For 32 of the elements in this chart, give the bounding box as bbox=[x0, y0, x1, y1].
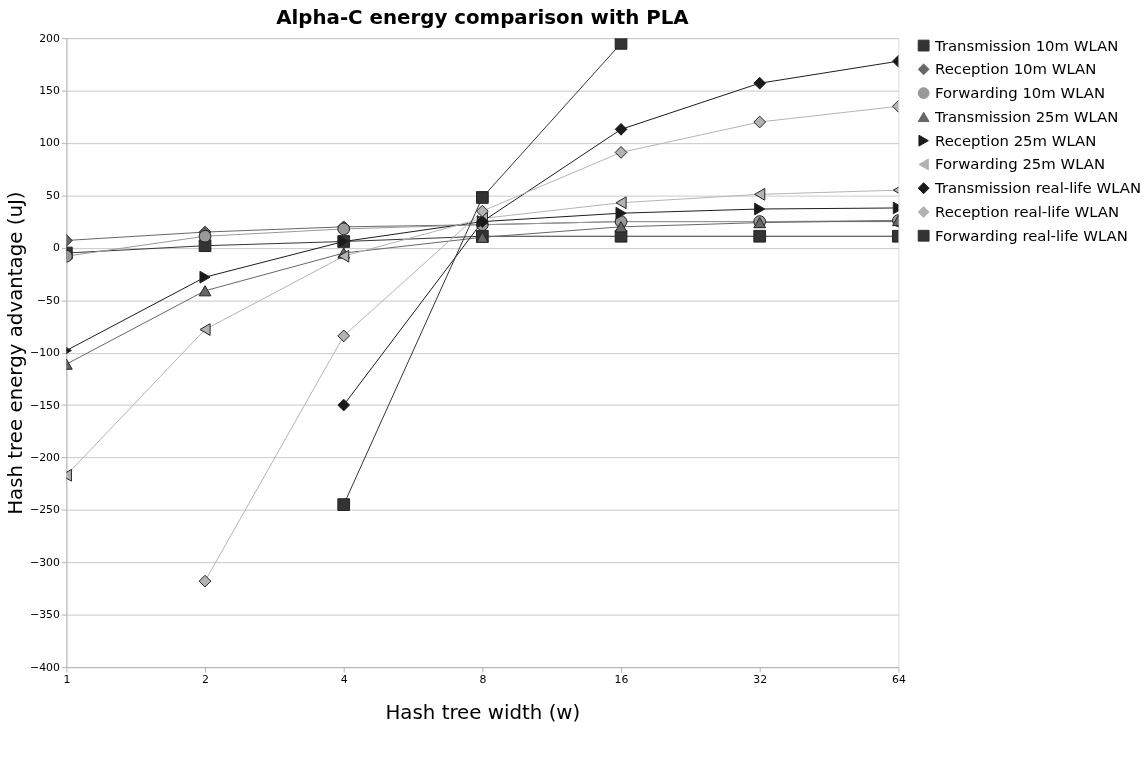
legend-label: Transmission 10m WLAN bbox=[934, 36, 1119, 55]
y-tick-label: 50 bbox=[46, 188, 60, 202]
legend-label: Reception real-life WLAN bbox=[935, 202, 1120, 221]
y-tick-label: 200 bbox=[39, 31, 60, 45]
y-tick-label: −200 bbox=[30, 450, 60, 464]
y-tick-label: 0 bbox=[53, 241, 60, 255]
legend-label: Forwarding real-life WLAN bbox=[935, 226, 1128, 245]
y-tick-label: 150 bbox=[39, 84, 60, 98]
x-tick-label: 1 bbox=[63, 673, 71, 687]
x-tick-label: 32 bbox=[753, 673, 768, 687]
y-tick-label: −50 bbox=[36, 293, 60, 307]
x-tick-label: 8 bbox=[479, 673, 487, 687]
legend-label: Reception 10m WLAN bbox=[935, 60, 1097, 79]
y-tick-label: −100 bbox=[30, 346, 60, 360]
y-axis-title: Hash tree energy advantage (uJ) bbox=[4, 191, 28, 515]
legend-label: Forwarding 25m WLAN bbox=[935, 155, 1106, 174]
legend-label: Transmission real-life WLAN bbox=[934, 179, 1141, 198]
y-tick-label: −250 bbox=[30, 503, 60, 517]
x-tick-label: 2 bbox=[202, 673, 209, 687]
x-tick-label: 4 bbox=[340, 673, 348, 687]
y-tick-label: −150 bbox=[30, 398, 60, 412]
legend-label: Forwarding 10m WLAN bbox=[935, 84, 1106, 103]
chart-title: Alpha-C energy comparison with PLA bbox=[276, 6, 690, 30]
legend-label: Transmission 25m WLAN bbox=[934, 107, 1119, 126]
y-tick-label: −300 bbox=[30, 555, 60, 569]
legend-label: Reception 25m WLAN bbox=[935, 131, 1097, 150]
x-axis-title: Hash tree width (w) bbox=[385, 701, 581, 725]
x-tick-label: 16 bbox=[614, 673, 629, 687]
y-tick-label: 100 bbox=[39, 136, 60, 150]
y-tick-label: −350 bbox=[30, 608, 60, 622]
y-tick-label: −400 bbox=[30, 660, 60, 674]
x-tick-label: 64 bbox=[891, 673, 906, 687]
